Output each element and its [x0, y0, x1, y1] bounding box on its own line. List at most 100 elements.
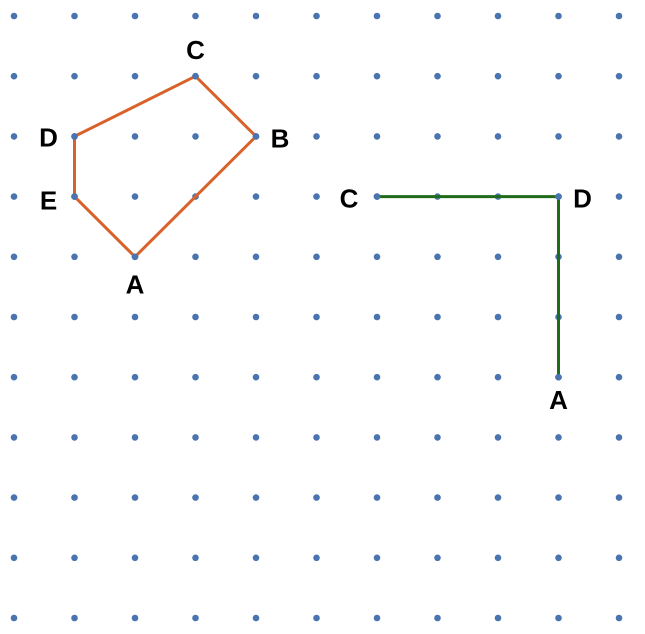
pentagon-vertex-label-e: E [40, 185, 57, 215]
grid-dot [615, 554, 623, 562]
pentagon-vertex-label-d: D [39, 122, 58, 152]
grid-dot [252, 253, 260, 261]
right-angle-vertex-label-a: A [549, 385, 568, 415]
grid-dot [192, 373, 199, 381]
grid-dot [434, 133, 441, 140]
grid-dot [494, 434, 502, 441]
grid-dot [313, 313, 320, 321]
grid-dot [10, 554, 18, 562]
grid-dot [10, 193, 18, 200]
pentagon-vertex-label-a: A [126, 270, 145, 300]
grid-dot [373, 614, 381, 622]
grid-dot [252, 72, 260, 80]
grid-dot [71, 614, 78, 622]
grid-dot [131, 494, 139, 501]
grid-dot [71, 373, 78, 381]
grid-dot [313, 12, 320, 20]
grid-dot [313, 434, 320, 441]
grid-dot [313, 253, 320, 261]
grid-dot [192, 133, 199, 140]
grid-dot [555, 494, 562, 501]
grid-dots [10, 12, 623, 622]
grid-dot [10, 133, 18, 140]
grid-dot [131, 313, 139, 321]
grid-dot [555, 554, 562, 562]
pentagon-vertex-label-b: B [271, 123, 290, 153]
grid-dot [373, 72, 381, 80]
grid-dot [373, 12, 381, 20]
grid-dot [252, 554, 260, 562]
grid-dot [192, 434, 199, 441]
shapes [71, 72, 562, 381]
grid-dot [615, 313, 623, 321]
grid-dot [192, 253, 199, 261]
grid-dot [494, 373, 502, 381]
grid-dot [313, 72, 320, 80]
grid-dot [313, 193, 320, 200]
grid-dot [555, 72, 562, 80]
grid-dot [615, 614, 623, 622]
grid-dot [10, 494, 18, 501]
grid-dot [10, 434, 18, 441]
grid-dot [615, 253, 623, 261]
grid-dot [192, 494, 199, 501]
grid-dot [615, 494, 623, 501]
grid-dot [434, 12, 441, 20]
grid-dot [10, 12, 18, 20]
grid-dot [555, 133, 562, 140]
grid-dot [71, 554, 78, 562]
grid-dot [555, 614, 562, 622]
grid-dot [434, 72, 441, 80]
grid-dot [373, 434, 381, 441]
grid-dot [131, 554, 139, 562]
right-angle-vertex-dot [555, 373, 562, 381]
grid-dot [373, 253, 381, 261]
grid-dot [252, 494, 260, 501]
grid-dot [131, 434, 139, 441]
grid-dot [10, 373, 18, 381]
grid-dot [131, 193, 139, 200]
grid-dot [615, 434, 623, 441]
grid-dot [71, 12, 78, 20]
grid-dot [71, 494, 78, 501]
grid-dot [434, 494, 441, 501]
right-angle-vertex-label-d: D [573, 183, 592, 213]
pentagon-vertex-dot [71, 133, 78, 140]
grid-dot [10, 313, 18, 321]
grid-dot [615, 373, 623, 381]
grid-dot [71, 434, 78, 441]
grid-dot [313, 373, 320, 381]
grid-dot [494, 614, 502, 622]
grid-dot [131, 133, 139, 140]
grid-dot [71, 253, 78, 261]
grid-dot [313, 554, 320, 562]
grid-dot [494, 494, 502, 501]
grid-dot [252, 373, 260, 381]
pentagon-vertex-dot [252, 133, 260, 140]
grid-dot [434, 373, 441, 381]
grid-dot [555, 434, 562, 441]
grid-dot [131, 72, 139, 80]
grid-dot [192, 12, 199, 20]
grid-dot [313, 494, 320, 501]
grid-dot [10, 614, 18, 622]
right-angle-vertex-dot [555, 193, 562, 200]
grid-dot [252, 614, 260, 622]
grid-dot [615, 133, 623, 140]
grid-dot [252, 12, 260, 20]
right-angle-vertex-dot [373, 193, 381, 200]
pentagon-vertex-label-c: C [186, 35, 205, 65]
grid-dot [494, 72, 502, 80]
grid-dot [494, 133, 502, 140]
pentagon-outline [73, 74, 258, 259]
grid-dot [252, 193, 260, 200]
grid-dot [192, 313, 199, 321]
grid-dot [192, 614, 199, 622]
grid-dot [373, 494, 381, 501]
grid-dot [131, 373, 139, 381]
grid-dot [252, 313, 260, 321]
pentagon-vertex-dot [192, 72, 199, 80]
grid-dot [373, 133, 381, 140]
